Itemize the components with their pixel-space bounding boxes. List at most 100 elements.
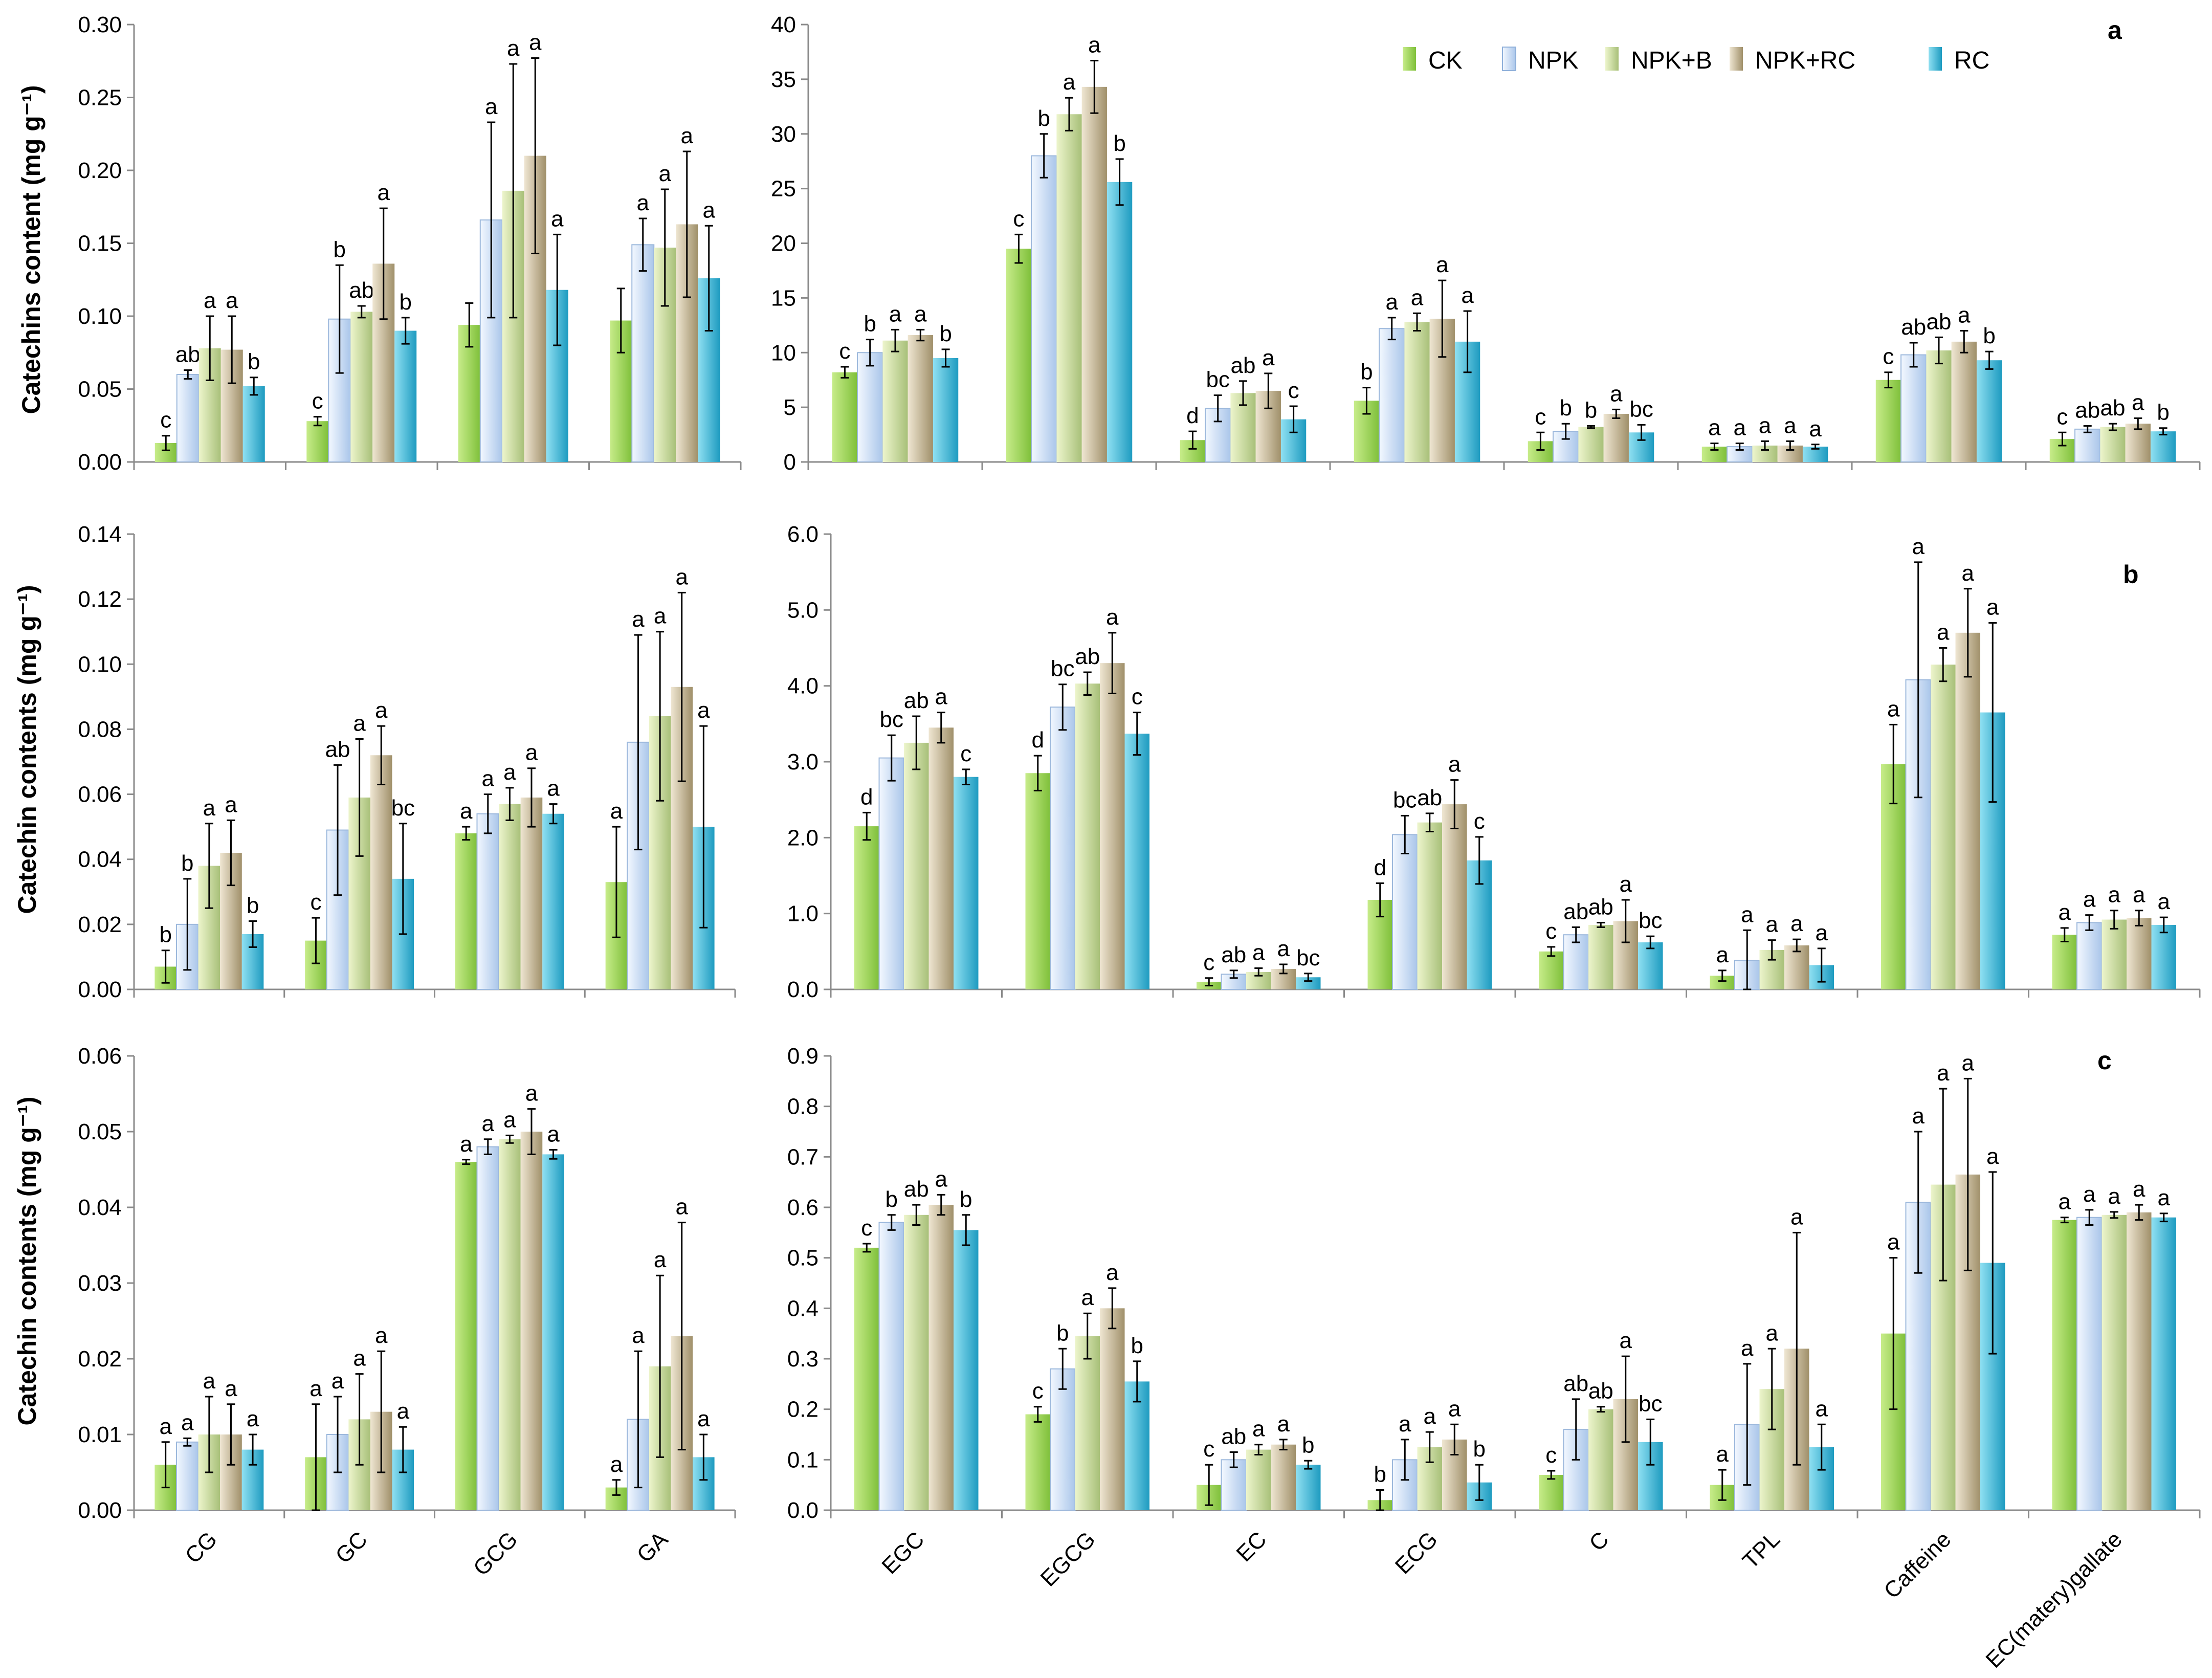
panel-label-c: c [2097,1046,2112,1075]
bar-npk-ec-matery-gallate [2076,922,2103,990]
significance-letter: bc [1393,787,1417,812]
y-axis-title-c: Catechin contents (mg g⁻¹) [13,1096,41,1425]
significance-letter: a [1411,285,1424,310]
significance-letter: a [1063,70,1076,95]
y-tick-label: 0.25 [78,85,122,111]
bar-ck-egcg [1025,1414,1050,1510]
category-label-gc: GC [330,1527,372,1568]
significance-letter: a [1986,595,1999,620]
significance-letter: a [1962,1050,1975,1075]
bar-rc-gcg [542,1154,564,1510]
significance-letter: a [1461,283,1474,308]
significance-letter: b [886,1187,898,1212]
significance-letter: a [1887,1230,1900,1255]
significance-letter: ab [1563,899,1588,924]
significance-letter: a [1620,872,1632,897]
significance-letter: a [1958,303,1971,328]
significance-letter: ab [1221,942,1246,967]
bar-npk-rc-ecg [1442,804,1467,989]
significance-letter: a [610,1452,623,1477]
panel-label-a: a [2108,16,2122,45]
significance-letter: a [375,698,388,723]
bar-npk-b-gc [350,312,373,462]
significance-letter: a [1277,1411,1290,1437]
legend-label-npk: NPK [1528,47,1579,74]
y-tick-label: 0.06 [78,782,122,807]
significance-letter: a [675,1195,688,1220]
significance-letter: d [1186,403,1199,428]
y-tick-label: 0.00 [78,1498,122,1523]
significance-letter: a [2108,882,2121,908]
significance-letter: a [702,197,715,223]
significance-letter: b [248,349,260,374]
y-tick-label: 0.1 [787,1447,819,1472]
significance-letter: a [2059,1189,2071,1215]
y-tick-label: 0.9 [787,1044,819,1069]
significance-letter: a [1790,1204,1803,1229]
y-tick-label: 0.00 [78,450,122,475]
legend-label-npk-rc: NPK+RC [1755,47,1855,74]
significance-letter: a [1385,290,1398,315]
significance-letter: a [697,1406,710,1431]
significance-letter: b [247,893,259,918]
bar-npk-rc-egc [928,727,954,989]
significance-letter: a [1708,415,1721,440]
significance-letter: a [397,1399,410,1424]
bar-rc-egc [954,777,979,989]
bar-ck-gc [306,421,329,462]
significance-letter: a [2158,889,2171,914]
bar-ck-egc [832,372,858,462]
significance-letter: a [547,1122,560,1147]
bar-npk-ec-matery-gallate [2076,1217,2103,1511]
y-tick-label: 10 [771,340,796,365]
significance-letter: a [460,1132,473,1157]
legend-swatch-npk-b [1605,47,1619,71]
significance-letter: a [375,1323,388,1348]
significance-letter: a [2133,1177,2145,1202]
significance-letter: a [1620,1328,1632,1353]
bar-rc-egcg [1124,734,1150,989]
significance-letter: c [1013,206,1024,231]
y-tick-label: 0.0 [787,977,819,1002]
significance-letter: bc [1051,656,1074,681]
y-axis-title-a: Catechins content (mg g⁻¹) [17,85,46,414]
significance-letter: b [399,290,411,315]
significance-letter: b [1473,1437,1486,1462]
bar-npk-egcg [1049,706,1076,990]
bar-npk-rc-egcg [1100,1308,1125,1510]
significance-letter: b [1559,395,1572,421]
y-tick-label: 0.02 [78,912,122,937]
y-tick-label: 5 [784,395,796,420]
y-tick-label: 0.12 [78,587,122,612]
y-tick-label: 0.14 [78,522,122,547]
significance-letter: a [889,301,902,326]
bar-npk-rc-egc [928,1205,954,1510]
bar-ck-egc [854,826,879,989]
legend-label-npk-b: NPK+B [1631,47,1712,74]
bar-ck-gcg [458,325,480,462]
bar-npk-b-egcg [1056,114,1082,462]
bar-npk-rc-tpl [1784,945,1809,989]
significance-letter: a [159,1414,172,1439]
bar-ck-egcg [1025,773,1050,989]
bar-ck-gcg [455,833,477,989]
bar-npk-egcg [1031,155,1057,462]
significance-letter: a [1716,942,1729,967]
bar-rc-ec [1296,1465,1321,1510]
significance-letter: b [1585,398,1597,423]
bar-npk-b-ec-matery-gallate [2102,919,2127,989]
significance-letter: ab [2100,395,2126,421]
significance-letter: a [2158,1185,2171,1210]
significance-letter: a [507,36,520,61]
legend: CK NPK NPK+B NPK+RC RC [1403,47,1989,74]
category-label-c: C [1584,1527,1613,1556]
significance-letter: a [654,604,667,629]
y-tick-label: 6.0 [787,522,819,547]
significance-letter: a [529,30,542,55]
significance-letter: c [1535,404,1546,429]
y-tick-label: 0.01 [78,1422,122,1447]
bar-ck-caffeine [1875,380,1901,462]
significance-letter: b [1037,106,1050,131]
bar-npk-gcg [476,1146,500,1511]
